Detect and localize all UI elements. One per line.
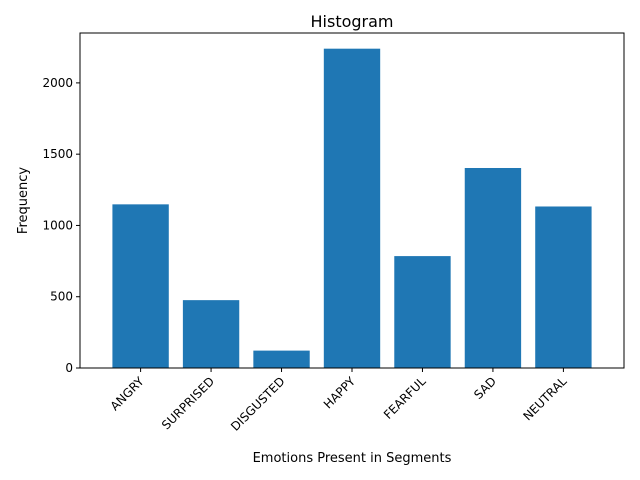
bar-sad	[464, 167, 522, 368]
bar-disgusted	[253, 350, 310, 368]
x-tick-label-surprised: SURPRISED	[159, 374, 217, 432]
y-tick-label-1500: 1500	[42, 147, 73, 161]
x-tick-label-sad: SAD	[471, 374, 499, 402]
bar-angry	[112, 204, 169, 368]
x-tick-label-happy: HAPPY	[321, 374, 359, 412]
bars-group	[112, 48, 592, 369]
x-tick-label-angry: ANGRY	[108, 374, 148, 414]
chart-title: Histogram	[311, 12, 394, 31]
x-tick-label-fearful: FEARFUL	[381, 374, 429, 422]
plot-border	[79, 32, 625, 369]
plot-area: 0 500 1000 1500 2000 ANGRY SURPRISED DISGUSTED…	[42, 32, 625, 434]
x-tick-label-neutral: NEUTRAL	[520, 374, 569, 423]
y-axis-ticks: 0 500 1000 1500 2000	[42, 76, 80, 375]
bar-surprised	[182, 300, 240, 368]
x-axis-label: Emotions Present in Segments	[253, 451, 452, 466]
y-tick-label-0: 0	[65, 361, 73, 375]
y-axis-label: Frequency	[16, 167, 31, 234]
x-axis-ticks: ANGRY SURPRISED DISGUSTED HAPPY FEARFUL SAD NE…	[108, 368, 570, 434]
y-tick-label-1000: 1000	[42, 218, 73, 232]
bar-happy	[323, 48, 381, 369]
x-tick-label-disgusted: DISGUSTED	[228, 374, 288, 434]
y-tick-label-2000: 2000	[42, 76, 73, 90]
bar-neutral	[535, 206, 592, 368]
y-tick-label-500: 500	[50, 290, 73, 304]
bar-fearful	[394, 256, 451, 368]
